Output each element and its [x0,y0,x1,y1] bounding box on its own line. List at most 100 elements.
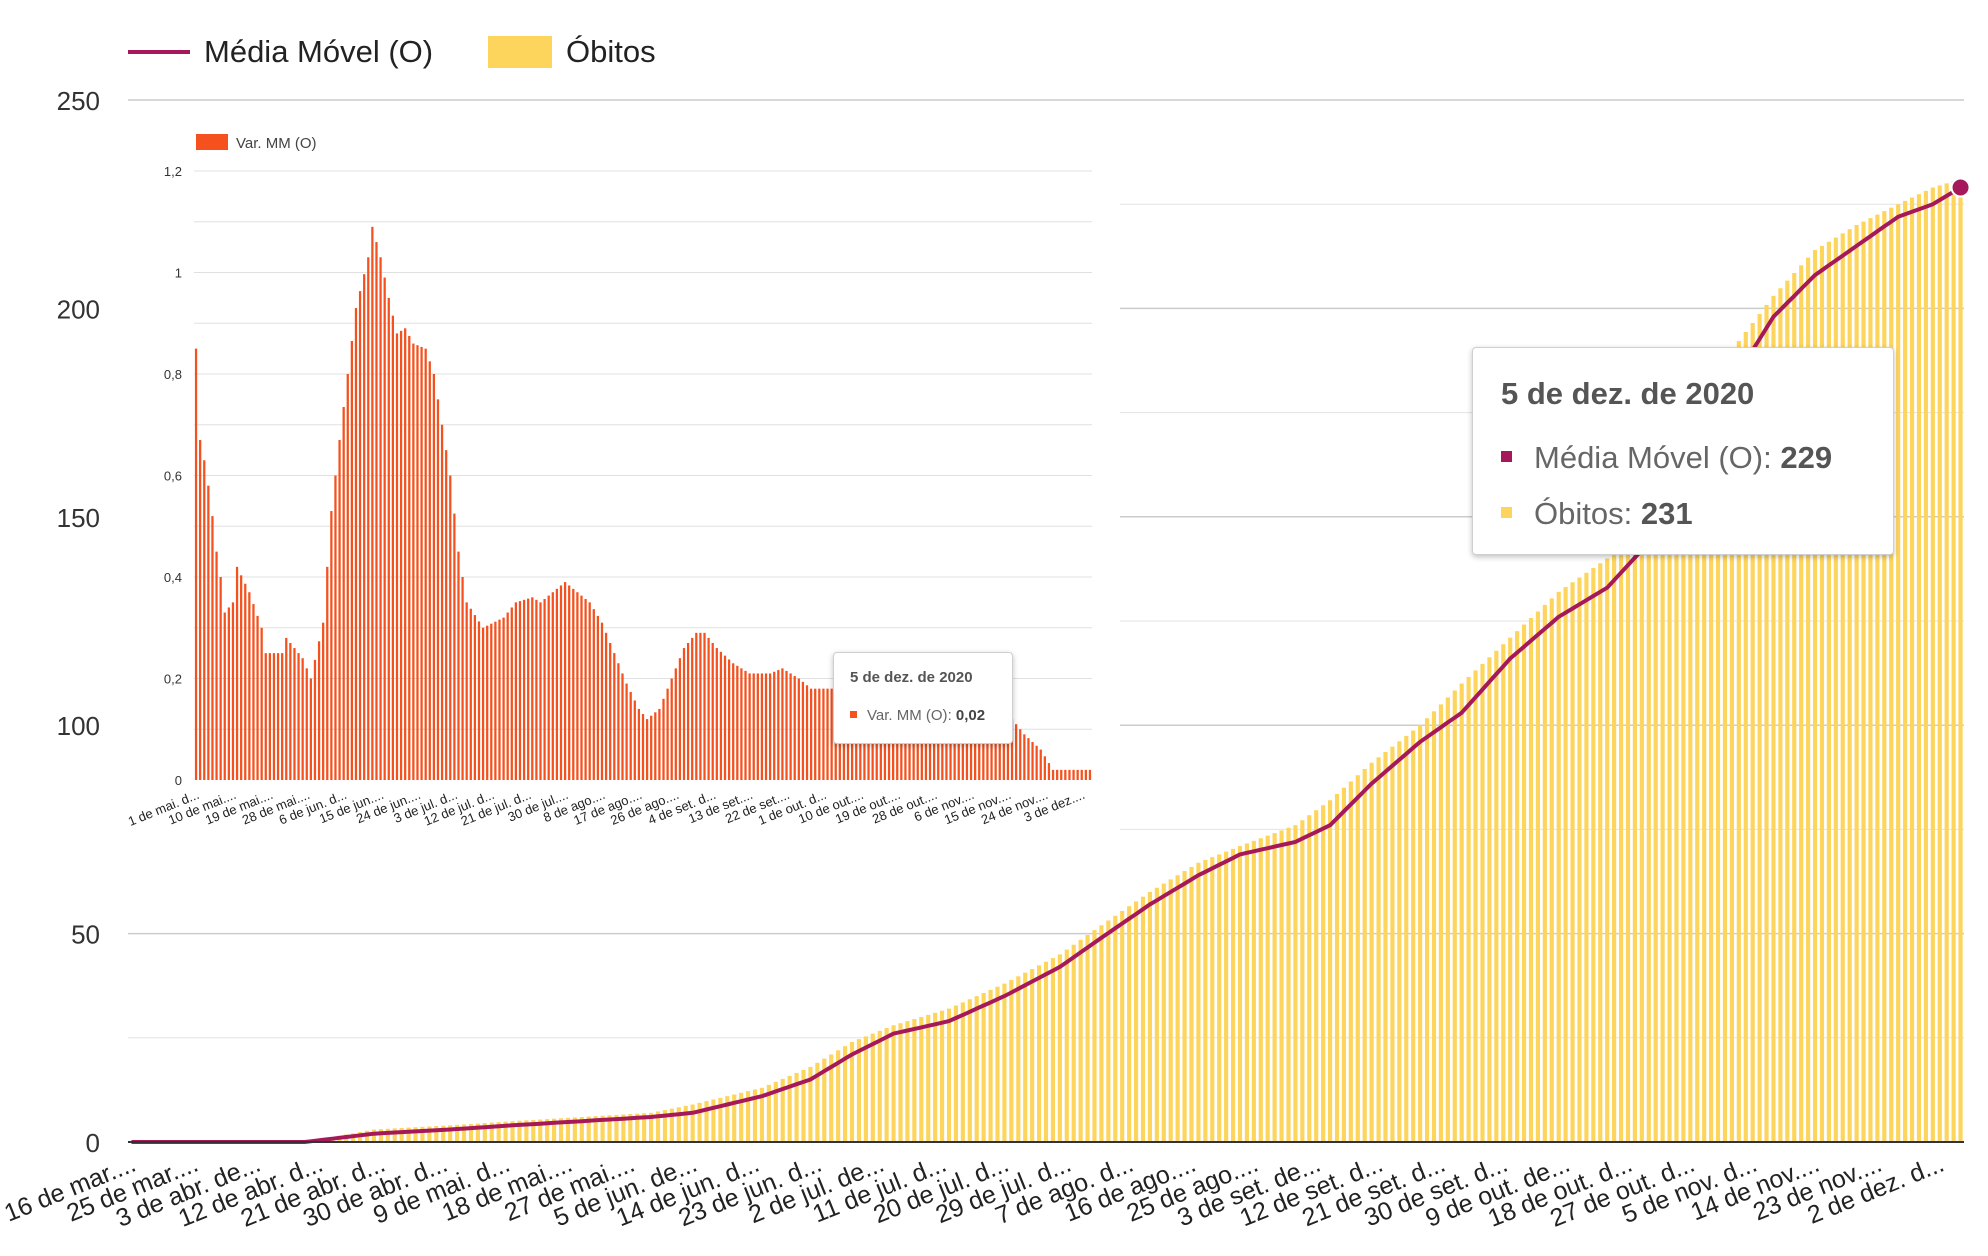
var-mm-bar [748,673,751,780]
obitos-bar [371,1129,377,1142]
var-mm-bar [527,598,530,780]
obitos-bar [1702,402,1707,1142]
var-mm-bar [650,715,653,780]
var-mm-bar [404,328,407,780]
obitos-bar [974,996,979,1142]
obitos-bar [1861,221,1866,1143]
obitos-bar [1085,934,1090,1142]
var-mm-bar [580,595,583,780]
obitos-bar [967,999,972,1142]
var-mm-bar [1088,769,1092,780]
obitos-bar [725,1096,730,1142]
var-mm-bar [449,475,452,780]
var-mm-bar [371,226,374,780]
legend-obitos-label: Óbitos [566,34,656,69]
obitos-bar [461,1124,467,1142]
obitos-bar [434,1126,439,1142]
var-mm-bar [1015,724,1018,780]
var-mm-bar [547,595,550,780]
var-mm-bar [1060,769,1063,780]
obitos-bar [607,1115,612,1142]
obitos-bar [780,1078,785,1142]
main-y-tick-label: 200 [57,294,100,324]
obitos-bar [822,1058,827,1142]
var-mm-bar [350,341,353,780]
var-mm-bar [723,655,727,780]
obitos-bar [1494,650,1499,1142]
main-tooltip-obitos-label: Óbitos [1534,496,1624,531]
inset-chart-panel: 0 0,2 0,4 0,6 0,8 1 1,2 1 de mai. d... 10 de ma… [128,108,1120,848]
obitos-bar [1501,644,1506,1142]
var-mm-bar [645,719,649,780]
legend-var-mm-swatch [196,134,228,150]
inset-y-tick-label: 0 [175,773,182,788]
var-mm-bar [281,653,284,780]
obitos-bar [475,1123,480,1142]
obitos-bar [1812,250,1818,1143]
main-tooltip-media-movel-label: Média Móvel (O) [1534,440,1764,475]
var-mm-bar [235,566,239,780]
var-mm-bar [313,659,317,780]
var-mm-bar [830,688,833,780]
var-mm-bar [387,297,390,780]
var-mm-bar [219,577,222,780]
var-mm-bar [285,637,288,780]
var-mm-bar [477,621,481,780]
inset-legend: Var. MM (O) [196,134,317,152]
obitos-bar [1064,949,1069,1142]
var-mm-bar [412,343,415,780]
var-mm-bar [223,612,226,780]
obitos-bar [413,1127,418,1142]
var-mm-bar [732,663,735,780]
media-movel-last-point[interactable] [1950,177,1971,198]
inset-y-tick-labels: 0 0,2 0,4 0,6 0,8 1 1,2 [164,164,182,788]
var-mm-bar [719,651,723,780]
obitos-bar [988,989,993,1142]
main-legend: Média Móvel (O) Óbitos [128,34,656,69]
main-tooltip: 5 de dez. de 2020 Média Móvel (O): 229 Ó… [1472,347,1894,555]
obitos-bar [517,1120,522,1142]
obitos-bar [926,1014,931,1142]
var-mm-bar [793,675,796,780]
var-mm-bar [822,688,825,780]
var-mm-bar [809,688,813,780]
var-mm-bar [703,632,706,780]
obitos-bar [877,1030,882,1142]
obitos-bar [1618,541,1624,1142]
obitos-bar [1889,207,1894,1142]
obitos-bar [1771,295,1776,1142]
obitos-bar [1113,915,1118,1142]
var-mm-bar [674,668,677,780]
var-mm-bar [1080,769,1083,780]
obitos-bar [1397,741,1402,1142]
obitos-bar [1736,341,1741,1143]
var-mm-bar [330,511,333,780]
var-mm-bar [498,619,501,780]
var-mm-bar [1072,769,1075,780]
var-mm-bar [543,598,546,780]
inset-y-tick-label: 1,2 [164,164,182,179]
obitos-bar [531,1119,536,1142]
var-mm-bar [322,622,325,780]
obitos-bar [1826,241,1831,1142]
obitos-bar [849,1041,855,1142]
var-mm-bar [469,608,472,780]
obitos-bar [759,1087,765,1142]
var-mm-bar [1068,769,1071,780]
var-mm-bar [818,688,821,780]
obitos-bar [1459,683,1464,1142]
obitos-bar [863,1036,868,1142]
var-mm-bar [494,621,497,780]
obitos-bar [1376,757,1381,1142]
obitos-bar [524,1120,529,1142]
var-mm-bar [670,678,673,780]
obitos-bar [1882,211,1887,1142]
var-mm-bar [781,668,784,780]
obitos-bar [1230,848,1236,1142]
obitos-bar [572,1117,577,1142]
obitos-bar [1203,859,1208,1142]
obitos-bar [953,1005,959,1142]
obitos-bar [1833,237,1838,1142]
var-mm-bar [686,642,690,780]
var-mm-bar [559,585,563,780]
